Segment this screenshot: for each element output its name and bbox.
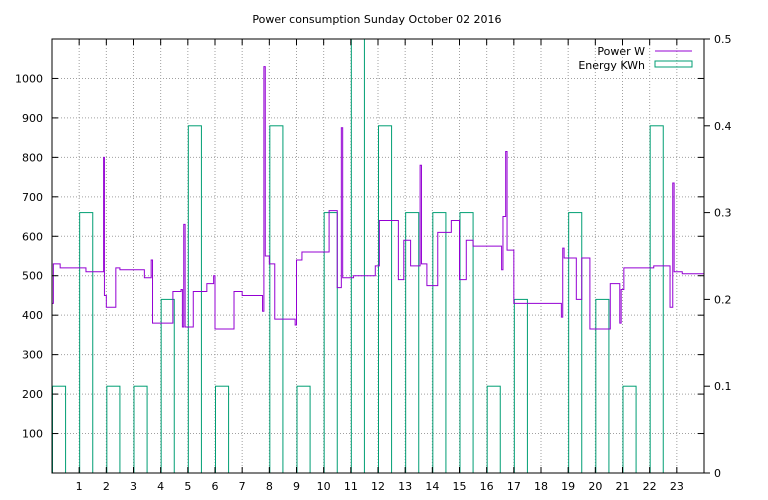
- y-tick-label: 300: [22, 349, 43, 362]
- y-tick-label: 100: [22, 428, 43, 441]
- energy-bar: [649, 125, 664, 474]
- power-line: [52, 66, 704, 330]
- energy-bar: [513, 298, 528, 474]
- x-tick-label: 20: [588, 480, 602, 493]
- x-tick-label: 19: [561, 480, 575, 493]
- x-tick-label: 18: [534, 480, 548, 493]
- energy-bar: [595, 298, 610, 474]
- legend-label-energy: Energy KWh: [578, 59, 645, 72]
- y-tick-label: 800: [22, 151, 43, 164]
- energy-bar: [269, 125, 284, 474]
- y2-tick-label: 0.5: [714, 33, 732, 46]
- x-tick-label: 9: [293, 480, 300, 493]
- legend-swatch-energy: [654, 60, 693, 68]
- energy-bar: [52, 385, 67, 474]
- energy-bar: [106, 385, 121, 474]
- energy-bar: [215, 385, 230, 474]
- y-tick-label: 200: [22, 388, 43, 401]
- x-tick-label: 3: [130, 480, 137, 493]
- energy-bar: [486, 385, 501, 474]
- y2-tick-label: 0.4: [714, 120, 732, 133]
- energy-bar: [296, 385, 311, 474]
- x-tick-label: 14: [425, 480, 439, 493]
- energy-bar: [568, 212, 583, 474]
- y2-tick-label: 0: [714, 467, 721, 480]
- x-tick-label: 1: [76, 480, 83, 493]
- y2-tick-label: 0.3: [714, 207, 732, 220]
- power-series-path: [52, 66, 704, 330]
- x-tick-label: 2: [103, 480, 110, 493]
- x-tick-label: 17: [507, 480, 521, 493]
- y-tick-label: 900: [22, 112, 43, 125]
- legend: Power W Energy KWh: [578, 45, 693, 72]
- x-tick-label: 8: [266, 480, 273, 493]
- y-tick-label: 600: [22, 230, 43, 243]
- energy-bar: [187, 125, 202, 474]
- chart-title: Power consumption Sunday October 02 2016: [252, 13, 501, 26]
- energy-bar: [350, 38, 365, 474]
- x-tick-label: 21: [616, 480, 630, 493]
- y-tick-label: 500: [22, 270, 43, 283]
- x-tick-label: 16: [480, 480, 494, 493]
- legend-label-power: Power W: [597, 45, 645, 58]
- x-tick-label: 5: [184, 480, 191, 493]
- energy-bar: [160, 298, 175, 474]
- y-tick-label: 1000: [15, 72, 43, 85]
- x-tick-label: 12: [371, 480, 385, 493]
- x-tick-label: 10: [317, 480, 331, 493]
- energy-bar: [622, 385, 637, 474]
- x-tick-label: 7: [239, 480, 246, 493]
- x-tick-label: 15: [453, 480, 467, 493]
- x-tick-label: 4: [157, 480, 164, 493]
- energy-bar: [79, 212, 94, 474]
- x-tick-label: 13: [398, 480, 412, 493]
- y-tick-label: 700: [22, 191, 43, 204]
- x-tick-label: 23: [670, 480, 684, 493]
- x-tick-label: 11: [344, 480, 358, 493]
- energy-bars: [52, 38, 664, 474]
- y2-tick-label: 0.1: [714, 380, 732, 393]
- x-tick-label: 22: [643, 480, 657, 493]
- x-tick-label: 6: [212, 480, 219, 493]
- y2-tick-label: 0.2: [714, 293, 732, 306]
- y-tick-label: 400: [22, 309, 43, 322]
- energy-bar: [133, 385, 148, 474]
- energy-bar: [378, 125, 393, 474]
